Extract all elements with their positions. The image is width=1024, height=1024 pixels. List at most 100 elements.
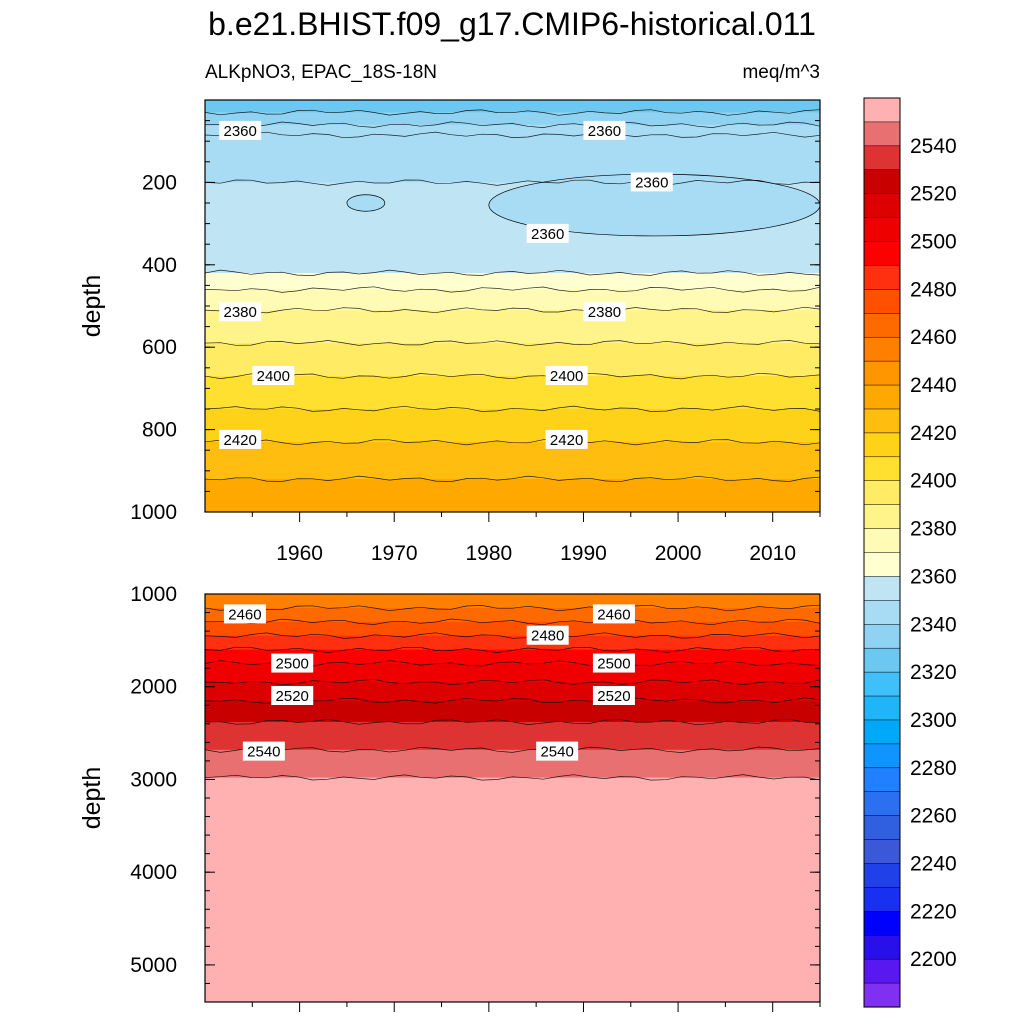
contour-label-lower-4: 2500 [592, 653, 635, 673]
colorbar-box-34 [863, 911, 901, 936]
colorbar-box-13 [863, 408, 901, 434]
colorbar-box-28 [863, 767, 901, 793]
colorbar-box-30 [863, 815, 901, 841]
y-tick-label-lower-1: 2000 [130, 676, 177, 699]
colorbar-box-14 [863, 432, 901, 458]
svg-text:2380: 2380 [588, 304, 621, 321]
colorbar-label-6: 2420 [910, 422, 957, 445]
svg-text:2420: 2420 [550, 432, 583, 449]
contour-label-upper-9: 2420 [545, 429, 588, 449]
colorbar-box-10 [863, 336, 901, 362]
y-tick-label-lower-3: 4000 [130, 861, 177, 884]
colorbar-label-5: 2440 [910, 374, 957, 397]
contour-label-lower-7: 2540 [242, 741, 285, 761]
contour-label-lower-2: 2480 [526, 625, 569, 645]
y-tick-label-lower-2: 3000 [130, 768, 177, 791]
svg-text:2360: 2360 [588, 123, 621, 140]
colorbar: 2540 2520 2500 2480 2460 2440 2420 2400 2380 2360… [863, 97, 957, 1008]
band-lower-2 [205, 621, 820, 637]
subtitle-left: ALKpNO3, EPAC_18S-18N [205, 62, 437, 83]
band-lower-9 [205, 749, 820, 779]
colorbar-label-13: 2280 [910, 757, 957, 780]
panel-fill-upper: 2360 2360 2360 2360 2380 2380 2400 2400 2420 2420 [205, 100, 820, 512]
colorbar-label-10: 2340 [910, 613, 957, 636]
colorbar-box-11 [863, 360, 901, 386]
colorbar-box-1 [863, 121, 901, 147]
band-lower-8 [205, 721, 820, 751]
colorbar-box-3 [863, 169, 901, 195]
colorbar-label-9: 2360 [910, 565, 957, 588]
colorbar-label-0: 2540 [910, 135, 957, 158]
svg-text:2460: 2460 [228, 606, 261, 623]
colorbar-box-5 [863, 217, 901, 243]
colorbar-box-37 [863, 982, 901, 1008]
contour-line-lower-9 [205, 774, 820, 781]
contour-label-upper-5: 2380 [583, 302, 626, 322]
contour-label-upper-7: 2400 [545, 366, 588, 386]
contour-line-upper-5 [205, 286, 820, 293]
band-lower-10 [205, 777, 820, 1002]
colorbar-box-15 [863, 456, 901, 482]
colorbar-box-8 [863, 289, 901, 314]
svg-text:2540: 2540 [247, 744, 280, 761]
y-axis-label-upper: depth [78, 275, 106, 338]
band-lower-6 [205, 682, 820, 702]
colorbar-box-12 [863, 384, 901, 410]
colorbar-box-25 [863, 695, 901, 721]
colorbar-box-29 [863, 791, 901, 817]
x-tick-label-0: 1960 [276, 542, 323, 565]
contour-line-upper-6 [205, 306, 820, 314]
contour-label-upper-3: 2360 [526, 223, 569, 243]
contour-label-lower-3: 2500 [271, 653, 314, 673]
y-tick-label-upper-1: 400 [142, 254, 177, 277]
contour-label-lower-0: 2460 [223, 604, 266, 624]
band-upper-9 [205, 409, 820, 443]
contour-label-lower-8: 2540 [536, 741, 579, 761]
band-upper-5 [205, 289, 820, 311]
colorbar-box-20 [863, 576, 901, 601]
contour-line-upper-10 [205, 439, 820, 446]
colorbar-box-4 [863, 193, 901, 219]
contour-label-upper-6: 2400 [252, 366, 295, 386]
svg-text:2360: 2360 [635, 174, 668, 191]
colorbar-label-11: 2320 [910, 661, 957, 684]
colorbar-box-22 [863, 624, 901, 649]
y-tick-label-lower-4: 5000 [130, 954, 177, 977]
band-lower-1 [205, 607, 820, 623]
colorbar-box-9 [863, 313, 901, 338]
colorbar-label-2: 2500 [910, 231, 957, 254]
svg-text:2460: 2460 [597, 606, 630, 623]
colorbar-label-14: 2260 [910, 805, 957, 828]
x-tick-label-2: 1980 [465, 542, 512, 565]
band-upper-2 [205, 124, 820, 183]
band-upper-10 [205, 441, 820, 480]
colorbar-box-0 [863, 97, 901, 123]
colorbar-box-7 [863, 265, 901, 290]
x-tick-label-4: 2000 [655, 542, 702, 565]
svg-text:2540: 2540 [540, 744, 573, 761]
colorbar-box-18 [863, 528, 901, 554]
contour-line-upper-8 [205, 372, 820, 380]
y-tick-label-upper-2: 600 [142, 336, 177, 359]
contour-line-lower-8 [205, 746, 820, 753]
panel-fill-lower: 2460 2460 2480 2500 2500 2520 2520 2540 2540 [205, 594, 820, 1002]
y-tick-label-upper-3: 800 [142, 419, 177, 442]
band-lower-0 [205, 594, 820, 609]
contour-line-upper-9 [205, 405, 820, 412]
band-upper-0 [205, 100, 820, 113]
colorbar-label-17: 2200 [910, 948, 957, 971]
colorbar-box-17 [863, 504, 901, 530]
svg-text:2360: 2360 [531, 226, 564, 243]
svg-text:2400: 2400 [550, 368, 583, 385]
svg-text:2520: 2520 [597, 688, 630, 705]
band-upper-8 [205, 376, 820, 410]
contour-line-upper-1 [205, 121, 820, 128]
contour-line-upper-2 [205, 131, 820, 139]
blob-1 [346, 194, 386, 212]
colorbar-box-6 [863, 241, 901, 266]
contour-label-lower-6: 2520 [592, 686, 635, 705]
band-lower-7 [205, 700, 820, 723]
contour-line-upper-3 [205, 179, 820, 186]
colorbar-frame [863, 97, 901, 1008]
